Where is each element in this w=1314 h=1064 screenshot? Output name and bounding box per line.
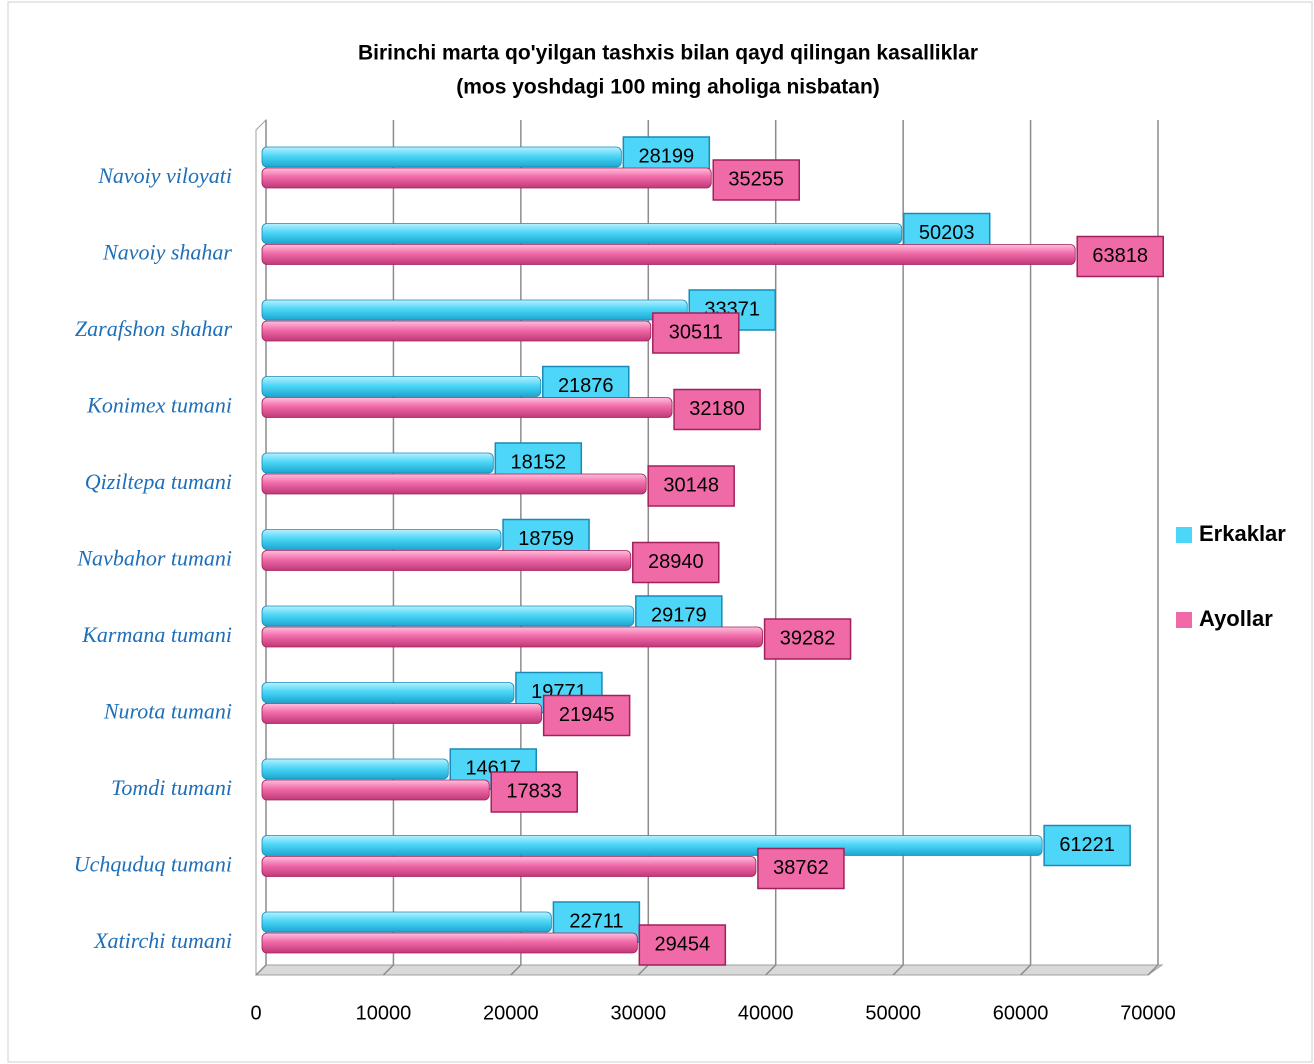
- legend-label: Erkaklar: [1199, 521, 1286, 546]
- category-label: Navbahor tumani: [76, 546, 232, 571]
- value-label-box: [632, 541, 720, 584]
- value-label: 35255: [728, 168, 784, 190]
- value-label-box: [673, 388, 761, 431]
- value-label-box: [712, 159, 800, 201]
- bar: [261, 605, 635, 627]
- category-label: Navoiy viloyati: [97, 163, 232, 188]
- value-label-box: [638, 924, 727, 966]
- grid-line: [892, 120, 904, 976]
- x-tick-label: 50000: [865, 1002, 921, 1024]
- x-tick-label: 40000: [738, 1002, 794, 1024]
- chart-title: Birinchi marta qo'yilgan tashxis bilan q…: [358, 42, 978, 65]
- value-label: 32180: [689, 398, 745, 420]
- category-label: Zarafshon shahar: [75, 316, 233, 341]
- value-label: 29179: [651, 604, 707, 626]
- value-label: 17833: [506, 780, 562, 802]
- bar: [261, 682, 515, 703]
- value-label: 38762: [773, 857, 829, 879]
- value-label-box: [1043, 824, 1131, 867]
- bar: [261, 932, 638, 954]
- bar: [261, 320, 652, 342]
- value-label: 18759: [518, 528, 574, 550]
- bar: [261, 244, 1076, 265]
- bar: [261, 835, 1043, 856]
- value-label: 50203: [919, 222, 975, 244]
- grid-line: [1147, 120, 1159, 976]
- x-tick-label: 0: [250, 1002, 261, 1024]
- value-label-box: [763, 618, 852, 660]
- value-label-box: [647, 465, 735, 507]
- bar: [261, 376, 542, 397]
- value-label: 30511: [669, 321, 723, 343]
- value-label: 21876: [558, 375, 614, 397]
- bar: [261, 626, 763, 648]
- legend-swatch: [1176, 527, 1192, 543]
- value-label: 21945: [559, 704, 615, 726]
- legend-label: Ayollar: [1199, 606, 1273, 631]
- bar: [261, 473, 647, 495]
- value-label-box: [542, 694, 631, 737]
- legend-swatch: [1176, 612, 1192, 628]
- bar: [261, 452, 494, 474]
- value-label: 18152: [510, 451, 566, 473]
- frame: [7, 1, 1313, 1063]
- bar: [261, 299, 688, 321]
- bar: [261, 550, 632, 571]
- value-label-box: [757, 847, 845, 890]
- category-label: Uchquduq tumani: [74, 852, 232, 877]
- bar: [261, 758, 449, 780]
- value-label: 28199: [639, 145, 695, 167]
- x-tick-label: 70000: [1120, 1002, 1176, 1024]
- value-label-box: [490, 771, 578, 813]
- category-label: Qiziltepa tumani: [85, 469, 232, 494]
- category-label: Tomdi tumani: [111, 775, 232, 800]
- bar: [261, 703, 543, 724]
- x-tick-label: 20000: [483, 1002, 539, 1024]
- bar: [261, 911, 552, 933]
- value-label: 30148: [663, 474, 719, 496]
- x-tick-label: 10000: [356, 1002, 412, 1024]
- bar: [261, 223, 903, 244]
- value-label: 63818: [1092, 245, 1148, 267]
- bar: [261, 779, 490, 801]
- x-tick-label: 60000: [993, 1002, 1049, 1024]
- value-label: 39282: [780, 627, 836, 649]
- category-label: Karmana tumani: [81, 622, 232, 647]
- category-label: Xatirchi tumani: [93, 928, 232, 953]
- value-label-box: [1076, 235, 1164, 278]
- bar: [261, 529, 502, 550]
- grid-line: [1020, 120, 1032, 976]
- value-label-box: [652, 312, 740, 354]
- bar: [261, 167, 712, 189]
- value-label: 61221: [1059, 834, 1115, 856]
- category-label: Konimex tumani: [86, 393, 232, 418]
- bar: [261, 146, 622, 168]
- value-label: 29454: [655, 933, 711, 955]
- value-label: 22711: [569, 910, 623, 932]
- value-label: 28940: [648, 551, 704, 573]
- category-label: Nurota tumani: [103, 699, 232, 724]
- grid-line: [765, 120, 777, 976]
- bar: [261, 397, 673, 418]
- bar: [261, 856, 757, 877]
- x-tick-label: 30000: [610, 1002, 666, 1024]
- category-label: Navoiy shahar: [102, 240, 232, 265]
- chart-subtitle: (mos yoshdagi 100 ming aholiga nisbatan): [456, 76, 880, 99]
